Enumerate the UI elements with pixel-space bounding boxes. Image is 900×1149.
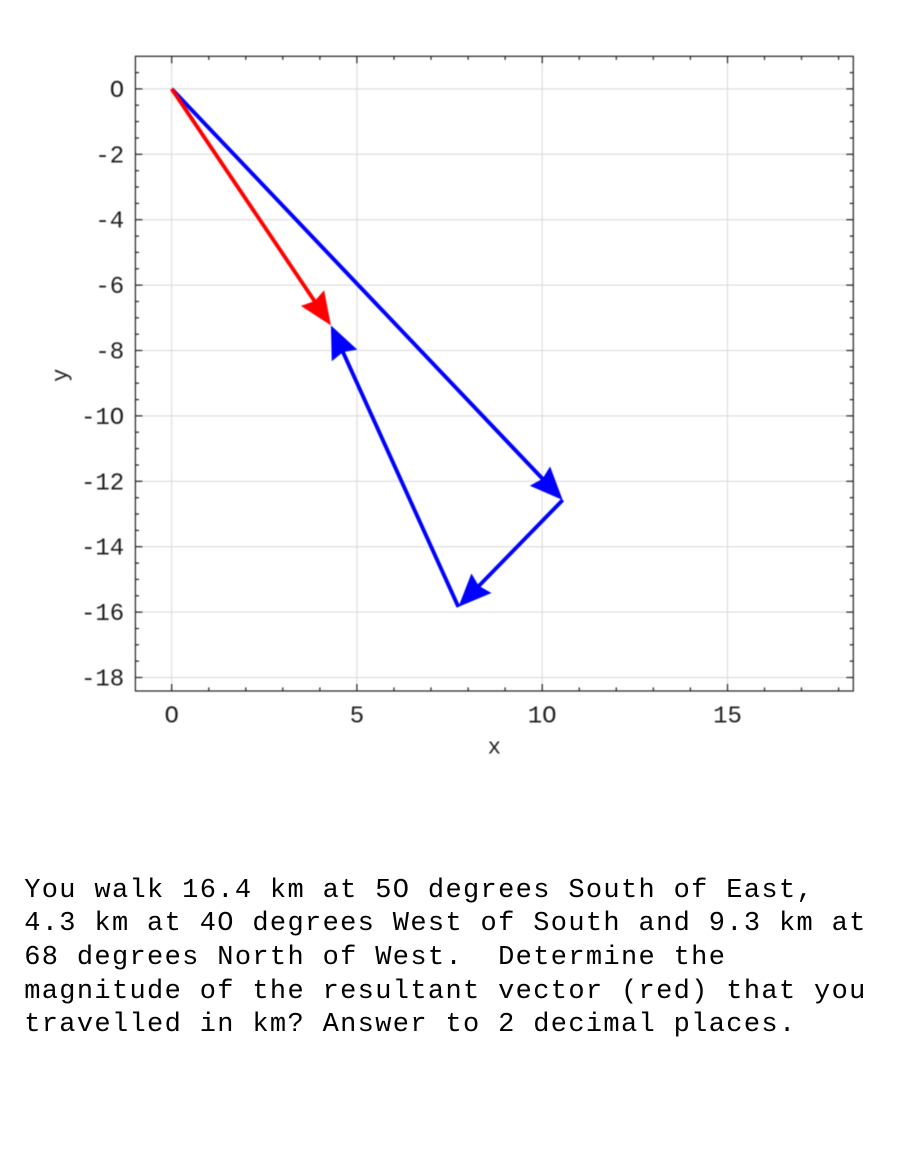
- svg-text:-16: -16: [81, 601, 124, 628]
- svg-text:15: 15: [713, 703, 742, 730]
- svg-text:-6: -6: [95, 274, 124, 301]
- svg-text:-12: -12: [81, 470, 124, 497]
- svg-text:-14: -14: [81, 536, 124, 563]
- svg-text:-18: -18: [81, 667, 124, 694]
- svg-text:-2: -2: [95, 143, 124, 170]
- svg-text:-4: -4: [95, 209, 124, 236]
- svg-text:-1O: -1O: [81, 405, 124, 432]
- svg-text:1O: 1O: [528, 703, 557, 730]
- svg-text:O: O: [110, 78, 124, 105]
- svg-text:x: x: [488, 736, 501, 761]
- svg-text:O: O: [164, 703, 178, 730]
- svg-text:5: 5: [350, 703, 364, 730]
- svg-text:-8: -8: [95, 340, 124, 367]
- svg-text:y: y: [49, 369, 74, 382]
